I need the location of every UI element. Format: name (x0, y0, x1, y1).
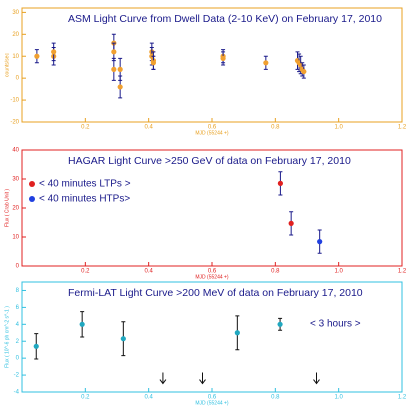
data-point (288, 220, 294, 226)
upper-limit (159, 372, 167, 385)
x-tick-label: 1.0 (334, 269, 343, 275)
x-tick-label: 1.2 (398, 125, 406, 131)
x-tick-label: 0.4 (144, 125, 153, 131)
data-point (317, 239, 323, 245)
y-tick-label: 30 (12, 177, 19, 183)
y-tick-label: 10 (12, 235, 19, 241)
y-axis-label: counts/sec (4, 53, 10, 77)
y-tick-label: 2 (16, 339, 20, 345)
legend-label: < 40 minutes HTPs> (39, 194, 130, 205)
y-tick-label: 30 (12, 10, 19, 16)
x-tick-label: 0.2 (81, 125, 90, 131)
x-tick-label: 0.8 (271, 125, 280, 131)
data-point (301, 68, 307, 75)
y-tick-label: 40 (12, 148, 19, 154)
x-tick-label: 0.6 (208, 269, 217, 275)
y-tick-label: 0 (16, 76, 20, 82)
data-point (79, 321, 85, 327)
x-tick-label: 1.2 (398, 395, 406, 401)
y-tick-label: 20 (12, 206, 19, 212)
y-axis-label: Flux ( Crab Unit ) (4, 189, 10, 227)
data-point (111, 66, 117, 72)
panel: Fermi-LAT Light Curve >200 MeV of data o… (4, 281, 406, 406)
data-point (220, 55, 226, 62)
panel: HAGAR Light Curve >250 GeV of data on Fe… (4, 148, 406, 281)
data-point (33, 343, 39, 349)
data-point (120, 336, 126, 342)
y-axis-label: Flux ( 10^-6 ph cm^-2 s^-1 ) (4, 306, 10, 368)
x-tick-label: 0.2 (81, 395, 90, 401)
x-tick-label: 0.6 (208, 125, 217, 131)
chart-title: ASM Light Curve from Dwell Data (2-10 Ke… (68, 13, 382, 25)
data-point (277, 180, 283, 186)
y-tick-label: 20 (12, 32, 19, 38)
y-tick-label: 0 (16, 264, 20, 270)
x-tick-label: 0.8 (271, 395, 280, 401)
x-tick-label: 0.4 (144, 395, 153, 401)
x-axis-label: MJD (55244 +) (195, 130, 229, 136)
x-axis-label: MJD (55244 +) (195, 400, 229, 406)
data-point (117, 84, 123, 90)
chart-title: HAGAR Light Curve >250 GeV of data on Fe… (68, 155, 351, 167)
plot-frame (21, 149, 403, 267)
upper-limit (313, 372, 320, 385)
y-tick-label: -4 (14, 390, 20, 396)
x-tick-label: 0.4 (144, 269, 153, 275)
legend-marker (29, 196, 35, 202)
data-point (34, 53, 40, 59)
data-point (277, 321, 283, 327)
data-point (150, 60, 157, 66)
y-tick-label: 6 (16, 305, 20, 311)
x-tick-label: 1.2 (398, 269, 406, 275)
plot-frame (21, 7, 403, 123)
panel: ASM Light Curve from Dwell Data (2-10 Ke… (4, 7, 406, 136)
y-tick-label: -10 (10, 98, 19, 104)
annotation: < 3 hours > (310, 319, 361, 330)
x-tick-label: 1.0 (334, 125, 343, 131)
data-point (117, 66, 123, 72)
y-tick-label: -2 (14, 373, 20, 379)
data-point (51, 49, 57, 55)
y-tick-label: 0 (16, 356, 20, 362)
x-tick-label: 0.8 (271, 269, 280, 275)
data-point (263, 60, 269, 66)
legend-marker (29, 181, 35, 187)
x-tick-label: 1.0 (334, 395, 343, 401)
data-point (111, 49, 117, 55)
upper-limit (199, 372, 206, 385)
data-point (234, 330, 240, 336)
y-tick-label: -20 (10, 120, 19, 126)
x-tick-label: 0.2 (81, 269, 90, 275)
legend-label: < 40 minutes LTPs > (39, 179, 131, 190)
chart-title: Fermi-LAT Light Curve >200 MeV of data o… (68, 287, 363, 299)
x-axis-label: MJD (55244 +) (195, 274, 229, 280)
y-tick-label: 8 (16, 288, 20, 294)
x-tick-label: 0.6 (208, 395, 217, 401)
y-tick-label: 4 (16, 322, 20, 328)
y-tick-label: 10 (12, 54, 19, 60)
